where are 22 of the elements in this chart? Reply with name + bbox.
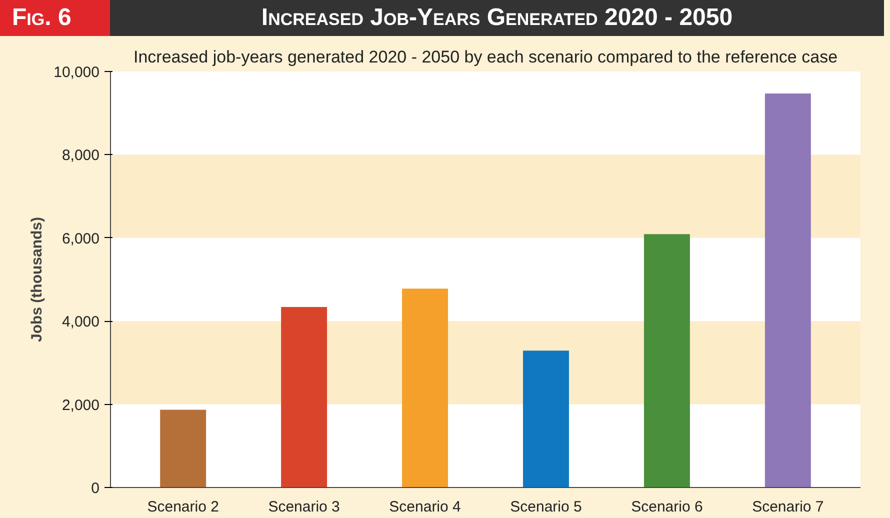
x-tick-label: Scenario 2 xyxy=(147,498,219,516)
x-tick-label: Scenario 6 xyxy=(631,498,703,516)
bar xyxy=(402,288,448,488)
chart-title: Increased Job-Years Generated 2020 - 2050 xyxy=(110,0,884,36)
y-tick-label: 4,000 xyxy=(62,314,100,331)
x-tick-label: Scenario 3 xyxy=(268,498,340,516)
y-axis-title: Jobs (thousands) xyxy=(28,216,46,342)
bar xyxy=(644,234,690,488)
y-tick-label: 6,000 xyxy=(62,230,100,248)
bar xyxy=(281,306,328,488)
bar xyxy=(764,94,811,488)
bar xyxy=(160,410,206,488)
bar xyxy=(523,350,569,488)
x-tick-label: Scenario 4 xyxy=(389,498,461,516)
y-tick-label: 8,000 xyxy=(62,147,100,164)
y-tick-label: 0 xyxy=(91,480,100,497)
y-tick-label: 2,000 xyxy=(62,396,100,414)
x-tick-label: Scenario 7 xyxy=(752,498,824,516)
chart-subtitle: Increased job-years generated 2020 - 2050 by each scenario compared to the reference case xyxy=(133,48,838,66)
y-tick-label: 10,000 xyxy=(54,64,100,81)
caption: Fig. 6 xyxy=(0,0,110,36)
x-tick-label: Scenario 5 xyxy=(510,498,582,516)
